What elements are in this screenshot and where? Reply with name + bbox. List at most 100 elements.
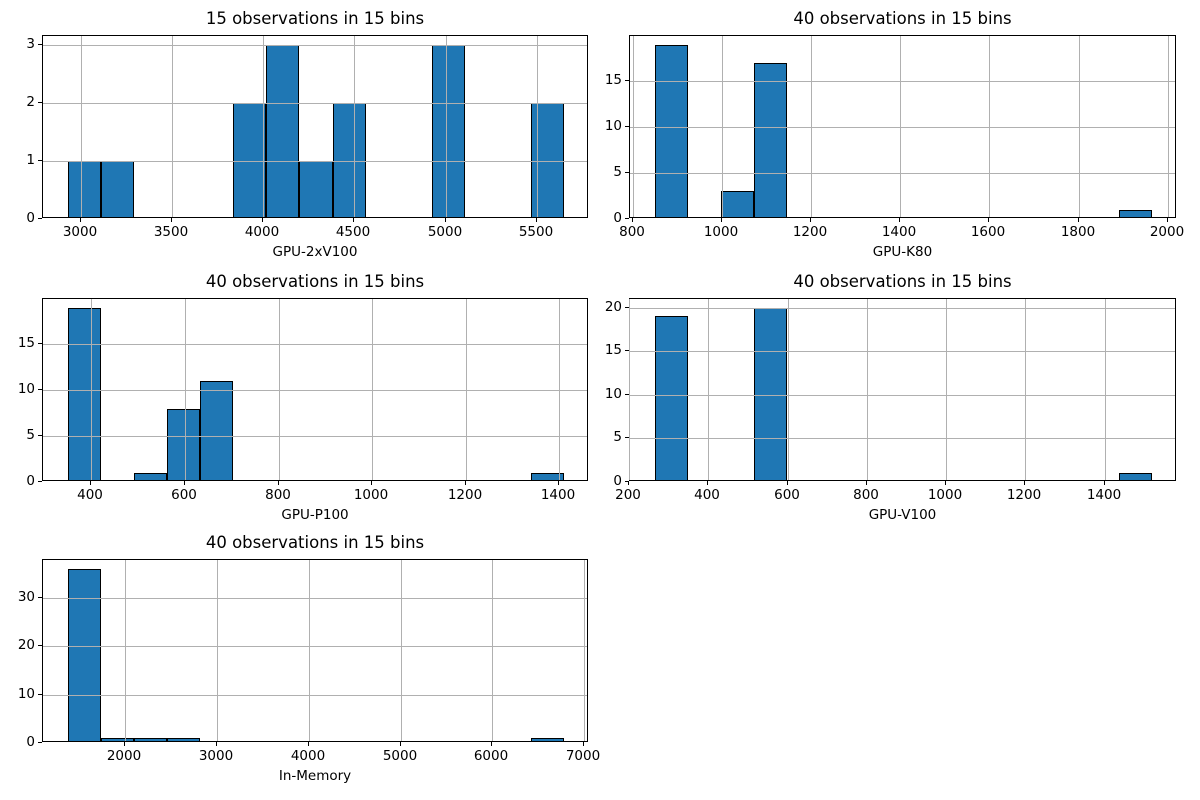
y-tick-mark — [38, 435, 42, 436]
y-tick-label: 0 — [26, 734, 35, 750]
gridline — [629, 299, 630, 480]
y-tick-label: 0 — [26, 473, 35, 489]
x-tick-mark — [278, 481, 279, 485]
gridline — [630, 127, 1175, 128]
x-tick-label: 800 — [265, 487, 291, 503]
gridline — [43, 646, 587, 647]
chart-title: 40 observations in 15 bins — [205, 533, 425, 552]
x-tick-mark — [124, 742, 125, 746]
y-tick-mark — [38, 343, 42, 344]
x-tick-label: 4500 — [335, 224, 371, 240]
histogram-bar — [333, 103, 366, 218]
x-tick-label: 1200 — [1006, 487, 1042, 503]
histogram-bar — [101, 738, 134, 742]
x-tick-label: 1600 — [970, 224, 1006, 240]
y-tick-label: 10 — [17, 381, 35, 397]
x-tick-label: 1200 — [447, 487, 483, 503]
x-tick-label: 3000 — [62, 224, 98, 240]
x-tick-label: 1000 — [703, 224, 739, 240]
x-tick-mark — [988, 218, 989, 222]
y-tick-label: 5 — [26, 427, 35, 443]
gridline — [185, 299, 186, 480]
histogram-bar — [167, 409, 200, 481]
x-tick-mark — [1167, 218, 1168, 222]
x-tick-mark — [1078, 218, 1079, 222]
gridline — [81, 36, 82, 217]
y-tick-label: 10 — [604, 118, 622, 134]
gridline — [989, 36, 990, 217]
x-tick-mark — [90, 481, 91, 485]
x-tick-label: 800 — [853, 487, 879, 503]
y-tick-label: 0 — [613, 210, 622, 226]
y-tick-mark — [38, 389, 42, 390]
x-tick-label: 1400 — [540, 487, 576, 503]
y-tick-mark — [625, 218, 629, 219]
x-tick-label: 800 — [619, 224, 645, 240]
x-tick-mark — [583, 742, 584, 746]
gridline — [372, 299, 373, 480]
gridline — [867, 299, 868, 480]
axes-gpu-2xv100 — [42, 35, 588, 218]
x-axis-label: In-Memory — [278, 768, 352, 784]
x-tick-label: 7000 — [565, 748, 601, 764]
histogram-bar — [167, 738, 200, 742]
gridline — [43, 103, 587, 104]
gridline — [630, 308, 1175, 309]
x-tick-mark — [1024, 481, 1025, 485]
x-tick-label: 3500 — [153, 224, 189, 240]
histogram-bar — [1119, 210, 1152, 218]
gridline — [43, 45, 587, 46]
gridline — [630, 351, 1175, 352]
gridline — [1168, 36, 1169, 217]
histogram-bar — [531, 738, 564, 742]
x-tick-mark — [353, 218, 354, 222]
x-tick-mark — [632, 218, 633, 222]
histogram-bar — [233, 103, 266, 218]
x-tick-label: 2000 — [1149, 224, 1185, 240]
gridline — [584, 560, 585, 741]
gridline — [446, 36, 447, 217]
x-tick-mark — [628, 481, 629, 485]
x-tick-mark — [866, 481, 867, 485]
gridline — [559, 299, 560, 480]
y-tick-label: 20 — [604, 299, 622, 315]
x-tick-label: 6000 — [473, 748, 509, 764]
x-tick-mark — [558, 481, 559, 485]
histogram-bar — [721, 191, 754, 218]
x-tick-label: 1800 — [1060, 224, 1096, 240]
y-tick-label: 5 — [613, 164, 622, 180]
y-tick-mark — [625, 394, 629, 395]
y-tick-mark — [38, 597, 42, 598]
x-axis-label: GPU-P100 — [281, 507, 349, 523]
chart-title: 40 observations in 15 bins — [793, 9, 1012, 28]
histogram-bar — [299, 161, 333, 218]
x-tick-mark — [465, 481, 466, 485]
x-tick-mark — [536, 218, 537, 222]
gridline — [630, 438, 1175, 439]
y-tick-mark — [38, 160, 42, 161]
y-tick-mark — [38, 645, 42, 646]
gridline — [1105, 299, 1106, 480]
gridline — [91, 299, 92, 480]
y-tick-mark — [625, 437, 629, 438]
y-tick-mark — [38, 481, 42, 482]
y-tick-mark — [625, 172, 629, 173]
gridline — [900, 36, 901, 217]
x-tick-label: 5500 — [518, 224, 554, 240]
histogram-bar — [754, 63, 787, 218]
y-tick-mark — [625, 350, 629, 351]
gridline — [43, 598, 587, 599]
gridline — [630, 173, 1175, 174]
x-tick-mark — [80, 218, 81, 222]
histogram-bar — [101, 161, 134, 218]
gridline — [279, 299, 280, 480]
gridline — [43, 390, 587, 391]
histogram-bar — [68, 161, 101, 218]
y-tick-label: 15 — [604, 72, 622, 88]
x-tick-label: 1000 — [353, 487, 389, 503]
gridline — [263, 36, 264, 217]
x-tick-label: 4000 — [290, 748, 326, 764]
x-tick-label: 400 — [77, 487, 103, 503]
x-axis-label: GPU-2xV100 — [272, 244, 358, 260]
